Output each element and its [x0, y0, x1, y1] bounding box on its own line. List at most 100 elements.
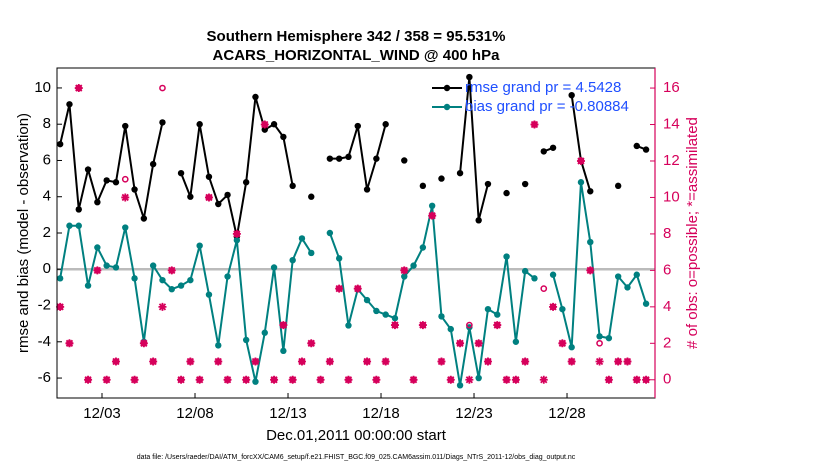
point: [94, 244, 101, 251]
obs-assimilated: [465, 375, 474, 384]
point: [159, 119, 166, 126]
point: [131, 186, 138, 193]
point: [270, 121, 278, 128]
footnote: data file: /Users/raeder/DAI/ATM_forcXX/…: [137, 454, 576, 461]
point: [187, 276, 194, 284]
y2-tick-label: 16: [663, 79, 680, 96]
point: [196, 121, 203, 128]
obs-assimilated: [186, 357, 195, 366]
point: [308, 249, 315, 257]
obs-assimilated: [586, 266, 595, 275]
point: [280, 347, 287, 355]
obs-possible: [159, 84, 166, 92]
point: [252, 378, 259, 385]
obs-assimilated: [288, 375, 297, 384]
point: [233, 237, 241, 244]
point: [168, 286, 175, 293]
y2-tick-label: 6: [663, 261, 671, 278]
point: [280, 133, 287, 141]
obs-assimilated: [474, 339, 483, 348]
obs-assimilated: [558, 339, 567, 348]
obs-assimilated: [260, 120, 269, 129]
point: [196, 242, 203, 249]
obs-assimilated: [381, 357, 390, 366]
obs-assimilated: [223, 375, 232, 384]
point: [112, 179, 120, 186]
obs-assimilated: [158, 302, 167, 311]
y-tick-label: 0: [43, 260, 51, 277]
point: [149, 262, 157, 269]
point: [205, 291, 213, 298]
y2-tick-label: 2: [663, 334, 671, 351]
obs-assimilated: [530, 120, 539, 129]
point: [224, 273, 231, 280]
point: [177, 169, 185, 177]
y-tick-label: 4: [43, 188, 51, 205]
point: [56, 140, 64, 148]
point: [326, 229, 334, 237]
point: [559, 305, 566, 313]
obs-assimilated: [642, 375, 651, 384]
point: [66, 101, 73, 108]
obs-assimilated: [344, 375, 353, 384]
obs-assimilated: [279, 321, 288, 330]
x-tick-label: 12/28: [548, 405, 586, 422]
point: [521, 267, 529, 275]
x-tick-label: 12/23: [455, 405, 493, 422]
point: [215, 342, 222, 349]
point: [633, 271, 640, 278]
point: [261, 329, 268, 336]
y-tick-label: 8: [43, 115, 51, 132]
point: [373, 307, 380, 315]
obs-assimilated: [56, 302, 65, 311]
point: [56, 275, 64, 282]
point: [410, 262, 417, 269]
point: [475, 217, 482, 224]
obs-assimilated: [614, 357, 623, 366]
point: [456, 169, 464, 177]
y-tick-label: 2: [43, 224, 51, 241]
point: [531, 275, 538, 282]
point: [503, 253, 510, 260]
obs-assimilated: [130, 375, 139, 384]
y2-axis-label: # of obs: o=possible; *=assimilated: [684, 117, 701, 349]
point: [215, 200, 222, 208]
y-tick-label: -6: [38, 369, 51, 386]
obs-assimilated: [111, 357, 120, 366]
chart-title: Southern Hemisphere 342 / 358 = 95.531%: [207, 28, 506, 45]
point: [642, 146, 650, 153]
obs-assimilated: [232, 229, 241, 238]
point: [159, 276, 166, 284]
point: [326, 155, 334, 162]
obs-assimilated: [372, 375, 381, 384]
point: [345, 322, 352, 329]
point: [521, 180, 529, 188]
obs-assimilated: [456, 339, 465, 348]
point: [587, 188, 594, 195]
obs-assimilated: [93, 266, 102, 275]
legend-marker: [443, 84, 451, 92]
y2-tick-label: 4: [663, 298, 671, 315]
point: [438, 313, 445, 320]
point: [122, 224, 129, 231]
point: [373, 155, 380, 162]
x-tick-label: 12/08: [176, 405, 214, 422]
point: [401, 157, 408, 164]
point: [401, 273, 408, 280]
point: [345, 153, 352, 161]
point: [549, 144, 557, 151]
point: [484, 305, 492, 313]
point: [382, 121, 389, 128]
obs-assimilated: [446, 375, 455, 384]
point: [633, 142, 640, 150]
point: [605, 334, 613, 342]
point: [103, 177, 110, 184]
point: [568, 91, 575, 99]
point: [103, 262, 110, 269]
point: [242, 336, 250, 344]
obs-assimilated: [567, 357, 576, 366]
obs-assimilated: [335, 284, 344, 293]
obs-assimilated: [418, 321, 427, 330]
obs-assimilated: [270, 375, 279, 384]
